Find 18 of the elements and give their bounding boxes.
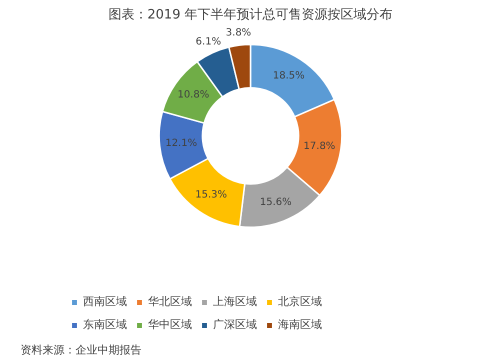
legend-label: 西南区域 bbox=[83, 294, 127, 309]
data-label: 6.1% bbox=[196, 36, 222, 48]
legend-label: 东南区域 bbox=[83, 317, 127, 332]
data-label: 17.8% bbox=[304, 141, 336, 152]
legend-label: 海南区域 bbox=[278, 317, 322, 332]
legend-label: 北京区域 bbox=[278, 294, 322, 309]
data-label: 3.8% bbox=[226, 28, 252, 39]
legend-label: 广深区域 bbox=[213, 317, 257, 332]
data-label: 15.3% bbox=[195, 189, 228, 200]
legend-label: 华北区域 bbox=[148, 294, 192, 309]
data-label: 10.8% bbox=[177, 89, 210, 100]
data-label: 18.5% bbox=[272, 70, 305, 82]
text: 资料来源：企业中期报告 bbox=[20, 344, 142, 356]
legend-label: 上海区域 bbox=[213, 294, 257, 309]
data-label: 15.6% bbox=[260, 196, 292, 208]
data-label: 12.1% bbox=[165, 138, 198, 150]
legend-label: 华中区域 bbox=[148, 317, 192, 332]
chart-title: 图表：2019 年下半年预计总可售资源按区域分布 bbox=[108, 8, 393, 22]
